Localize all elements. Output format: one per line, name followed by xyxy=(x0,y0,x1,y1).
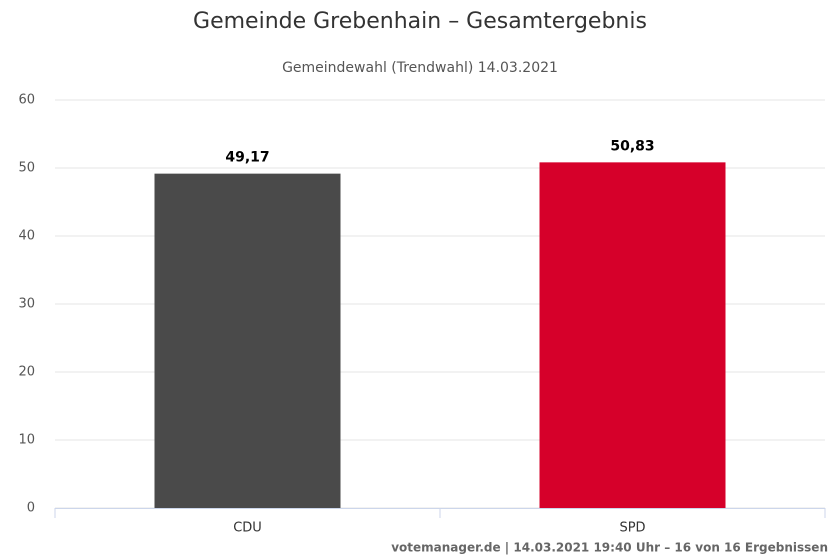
data-label: 49,17 xyxy=(225,150,269,166)
bar xyxy=(154,173,341,509)
bar xyxy=(539,162,726,508)
y-tick-label: 50 xyxy=(18,161,35,176)
y-tick-label: 20 xyxy=(18,365,35,380)
credits: votemanager.de | 14.03.2021 19:40 Uhr – … xyxy=(391,541,828,555)
y-tick-label: 30 xyxy=(18,297,35,312)
y-tick-label: 60 xyxy=(18,93,35,108)
y-tick-label: 40 xyxy=(18,229,35,244)
chart-title: Gemeinde Grebenhain – Gesamtergebnis xyxy=(193,9,647,34)
chart-subtitle: Gemeindewahl (Trendwahl) 14.03.2021 xyxy=(282,60,558,76)
y-tick-label: 0 xyxy=(27,501,35,516)
y-tick-label: 10 xyxy=(18,433,35,448)
data-label: 50,83 xyxy=(610,138,654,154)
x-tick-label: SPD xyxy=(619,521,645,536)
x-tick-label: CDU xyxy=(233,521,262,536)
